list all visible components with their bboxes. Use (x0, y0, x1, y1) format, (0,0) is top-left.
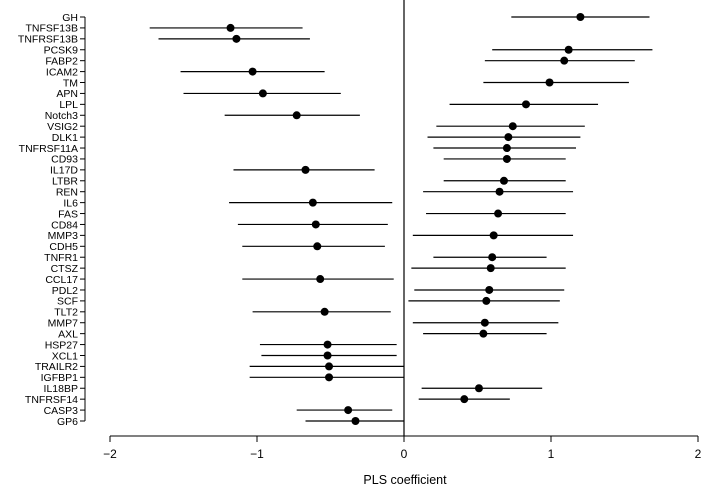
point-estimates (226, 13, 585, 425)
category-label: IL6 (63, 197, 78, 209)
point-estimate (292, 111, 301, 120)
category-label: HSP27 (45, 339, 78, 351)
category-label: SCF (57, 296, 78, 308)
point-estimate (323, 351, 332, 360)
point-estimate (351, 417, 360, 425)
point-estimate (502, 154, 511, 163)
category-label: CASP3 (44, 405, 79, 417)
point-estimate (499, 176, 508, 185)
category-label: CD93 (51, 154, 78, 166)
category-label: CD84 (51, 219, 78, 231)
point-estimate (320, 307, 329, 316)
point-estimate (313, 242, 322, 251)
category-label: DLK1 (52, 132, 78, 144)
category-label: TNFRSF14 (25, 394, 78, 406)
point-estimate (258, 89, 267, 98)
point-estimate (485, 285, 494, 294)
category-label: MMP3 (48, 230, 78, 242)
point-estimate (489, 231, 498, 240)
x-tick-label: 1 (548, 447, 555, 461)
point-estimate (508, 122, 517, 131)
point-estimate (308, 198, 317, 207)
category-label: APN (56, 88, 78, 100)
category-label: TRAILR2 (35, 361, 78, 373)
category-label: IL18BP (44, 383, 78, 395)
x-tick-label: 0 (401, 447, 408, 461)
category-label: TNFRSF11A (19, 143, 78, 155)
category-label: FAS (58, 208, 78, 220)
point-estimate (480, 318, 489, 327)
category-label: TNFRSF13B (18, 34, 78, 46)
category-label: GP6 (57, 416, 78, 428)
confidence-intervals (149, 16, 653, 422)
point-estimate (564, 45, 573, 54)
category-label: Notch3 (45, 110, 78, 122)
point-estimate (232, 34, 241, 43)
category-label: LPL (59, 99, 78, 111)
x-tick-label: −1 (250, 447, 264, 461)
x-tick-label: 2 (695, 447, 702, 461)
point-estimate (576, 13, 585, 21)
point-estimate (323, 340, 332, 349)
point-estimate (316, 275, 325, 284)
category-label: GH (62, 12, 78, 24)
category-label: XCL1 (52, 350, 78, 362)
point-estimate (344, 406, 353, 415)
point-estimate (488, 253, 497, 262)
x-tick-label: −2 (103, 447, 117, 461)
point-estimate (248, 67, 257, 76)
point-estimate (301, 165, 310, 174)
point-estimate (560, 56, 569, 65)
category-label: IGFBP1 (41, 372, 79, 384)
category-axis: GHTNFSF13BTNFRSF13BPCSK9FABP2ICAM2TMAPNL… (18, 12, 86, 428)
category-label: CTSZ (51, 263, 79, 275)
category-label: TNFR1 (44, 252, 78, 264)
point-estimate (479, 329, 488, 338)
category-label: MMP7 (48, 318, 78, 330)
category-label: CCL17 (45, 274, 78, 286)
point-estimate (494, 209, 503, 218)
category-label: TM (63, 77, 78, 89)
point-estimate (482, 296, 491, 305)
category-label: CDH5 (49, 241, 78, 253)
point-estimate (504, 133, 513, 142)
point-estimate (522, 100, 531, 109)
x-axis: −2 −1 0 1 2 (103, 435, 702, 461)
category-label: TNFSF13B (25, 23, 78, 35)
category-label: ICAM2 (46, 66, 78, 78)
category-label: IL17D (50, 165, 78, 177)
category-label: REN (56, 187, 78, 199)
point-estimate (311, 220, 320, 229)
point-estimate (325, 373, 334, 382)
point-estimate (495, 187, 504, 196)
point-estimate (460, 395, 469, 404)
category-label: VSIG2 (47, 121, 78, 133)
category-label: FABP2 (45, 55, 78, 67)
x-axis-title: PLS coefficient (363, 473, 447, 487)
category-label: LTBR (52, 176, 78, 188)
point-estimate (502, 144, 511, 153)
point-estimate (325, 362, 334, 371)
point-estimate (486, 264, 495, 273)
category-label: PDL2 (52, 285, 78, 297)
point-estimate (226, 23, 235, 32)
point-estimate (545, 78, 554, 87)
category-label: TLT2 (54, 307, 78, 319)
category-label: AXL (58, 328, 78, 340)
point-estimate (474, 384, 483, 393)
category-label: PCSK9 (44, 45, 79, 57)
